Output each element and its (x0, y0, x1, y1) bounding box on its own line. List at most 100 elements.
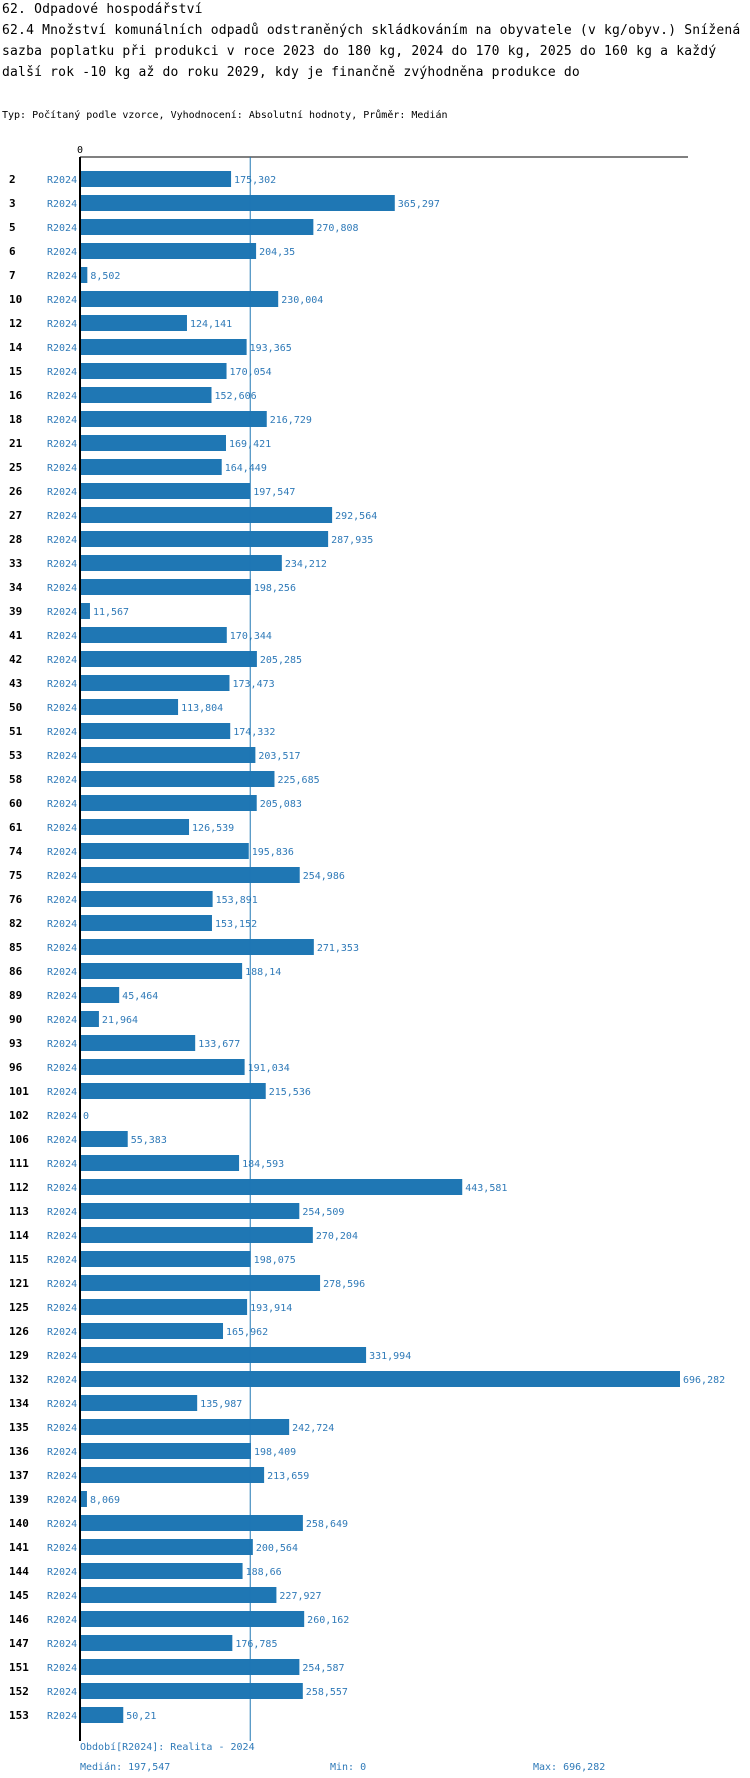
value-label: 258,649 (306, 1519, 348, 1530)
period-label: R2024 (47, 367, 77, 378)
period-label: R2024 (47, 1279, 77, 1290)
value-label: 135,987 (200, 1399, 242, 1410)
indicator-meta: Typ: Počítaný podle vzorce, Vyhodnocení:… (2, 110, 448, 121)
bar (80, 1011, 99, 1027)
period-label: R2024 (47, 727, 77, 738)
value-label: 164,449 (225, 463, 267, 474)
period-label: R2024 (47, 1423, 77, 1434)
category-label: 33 (9, 557, 22, 570)
category-label: 6 (9, 245, 16, 258)
period-label: R2024 (47, 319, 77, 330)
bar (80, 891, 213, 907)
category-label: 43 (9, 677, 22, 690)
bar (80, 603, 90, 619)
category-label: 74 (9, 845, 23, 858)
period-label: R2024 (47, 631, 77, 642)
period-label: R2024 (47, 271, 77, 282)
category-label: 153 (9, 1709, 29, 1722)
value-label: 170,344 (230, 631, 272, 642)
period-label: R2024 (47, 1135, 77, 1146)
category-label: 145 (9, 1589, 29, 1602)
period-label: R2024 (47, 295, 77, 306)
bar (80, 411, 267, 427)
value-label: 197,547 (253, 487, 295, 498)
category-label: 134 (9, 1397, 29, 1410)
bar (80, 1395, 198, 1411)
category-label: 93 (9, 1037, 22, 1050)
period-label: R2024 (47, 919, 77, 930)
period-label: R2024 (47, 607, 77, 618)
period-label: R2024 (47, 223, 77, 234)
period-label: R2024 (47, 511, 77, 522)
bar (80, 1611, 305, 1627)
value-label: 173,473 (232, 679, 274, 690)
value-label: 11,567 (93, 607, 129, 618)
category-label: 152 (9, 1685, 29, 1698)
period-label: R2024 (47, 823, 77, 834)
category-label: 60 (9, 797, 22, 810)
value-label: 45,464 (122, 991, 158, 1002)
category-label: 41 (9, 629, 23, 642)
bar (80, 315, 187, 331)
period-label: R2024 (47, 943, 77, 954)
value-label: 205,285 (260, 655, 302, 666)
value-label: 200,564 (256, 1543, 298, 1554)
category-label: 85 (9, 941, 22, 954)
category-label: 75 (9, 869, 22, 882)
category-label: 137 (9, 1469, 29, 1482)
bar (80, 747, 256, 763)
category-label: 51 (9, 725, 23, 738)
value-label: 258,557 (306, 1687, 348, 1698)
value-label: 191,034 (248, 1063, 290, 1074)
period-label: R2024 (47, 1711, 77, 1722)
period-label: R2024 (47, 703, 77, 714)
bar (80, 387, 212, 403)
bar (80, 795, 257, 811)
category-label: 132 (9, 1373, 29, 1386)
bar (80, 1587, 277, 1603)
category-label: 112 (9, 1181, 29, 1194)
bar (80, 1443, 251, 1459)
period-label: R2024 (47, 391, 77, 402)
period-label: R2024 (47, 895, 77, 906)
bar (80, 195, 395, 211)
bar (80, 1467, 265, 1483)
value-label: 153,152 (215, 919, 257, 930)
bar (80, 1347, 367, 1363)
period-label: R2024 (47, 1519, 77, 1530)
value-label: 8,069 (90, 1495, 120, 1506)
category-label: 129 (9, 1349, 29, 1362)
bar (80, 363, 227, 379)
bar (80, 555, 282, 571)
period-label: R2024 (47, 679, 77, 690)
value-label: 696,282 (683, 1375, 725, 1386)
period-label: R2024 (47, 1471, 77, 1482)
period-label: R2024 (47, 1351, 77, 1362)
period-label: R2024 (47, 799, 77, 810)
value-label: 55,383 (131, 1135, 167, 1146)
period-label: R2024 (47, 847, 77, 858)
value-label: 227,927 (279, 1591, 321, 1602)
bar (80, 579, 251, 595)
category-label: 136 (9, 1445, 29, 1458)
bar (80, 819, 190, 835)
value-label: 165,962 (226, 1327, 268, 1338)
category-label: 135 (9, 1421, 29, 1434)
category-label: 76 (9, 893, 23, 906)
period-label: R2024 (47, 1063, 77, 1074)
period-label: R2024 (47, 199, 77, 210)
period-label: R2024 (47, 1543, 77, 1554)
bar (80, 1323, 224, 1339)
category-label: 27 (9, 509, 22, 522)
bar (80, 531, 329, 547)
bar (80, 939, 314, 955)
category-label: 58 (9, 773, 22, 786)
value-label: 188,66 (246, 1567, 282, 1578)
category-label: 10 (9, 293, 22, 306)
bar (80, 339, 247, 355)
value-label: 287,935 (331, 535, 373, 546)
bar (80, 171, 232, 187)
category-label: 101 (9, 1085, 29, 1098)
period-label: R2024 (47, 1375, 77, 1386)
period-label: R2024 (47, 535, 77, 546)
